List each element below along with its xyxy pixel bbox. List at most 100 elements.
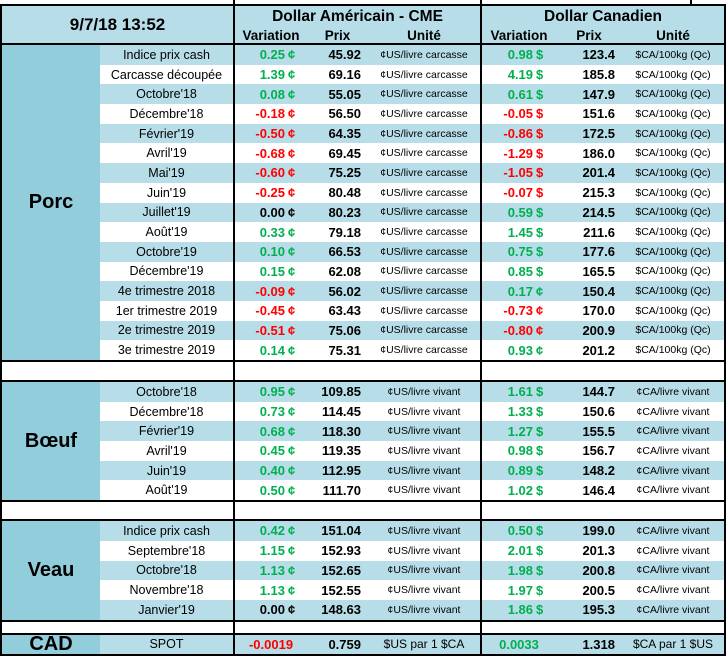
ca-unit: ¢CA/livre vivant	[622, 560, 724, 581]
section-label-cad: CAD	[2, 633, 100, 655]
ca-unit: $CA/100kg (Qc)	[622, 64, 724, 85]
us-variation-value: 1.39	[259, 67, 285, 83]
ca-variation-symbol: $	[536, 443, 544, 459]
ca-prix-column-header: Prix	[556, 27, 622, 43]
section-bœuf: Bœuf Octobre'18 0.95 ¢ 109.85 ¢US/livre vivan…	[2, 382, 724, 501]
ca-variation-symbol: $	[536, 543, 544, 559]
row-label: Octobre'18	[100, 560, 233, 581]
us-price: 151.04	[307, 521, 368, 541]
row-label: 1er trimestre 2019	[100, 300, 233, 321]
us-dollar-group-header: Dollar Américain - CME	[233, 6, 480, 27]
us-variation: 0.95 ¢	[233, 382, 307, 402]
us-unit: ¢US/livre carcasse	[368, 241, 480, 262]
us-variation-value: -0.45	[255, 303, 285, 319]
ca-variation-symbol: $	[536, 404, 544, 420]
ca-unit: $CA/100kg (Qc)	[622, 340, 724, 360]
ca-variation-symbol: ¢	[536, 342, 544, 358]
ca-variation: 0.50 $	[480, 521, 556, 541]
us-unit: ¢US/livre carcasse	[368, 202, 480, 223]
us-unit: ¢US/livre carcasse	[368, 300, 480, 321]
ca-unit: $CA/100kg (Qc)	[622, 143, 724, 164]
ca-unit: $CA par 1 $US	[622, 634, 724, 655]
separator-gridline	[480, 621, 482, 633]
ca-variation-value: -1.29	[503, 145, 533, 161]
ca-unit: ¢CA/livre vivant	[622, 460, 724, 481]
ca-variation-symbol: ¢	[536, 283, 544, 299]
us-variation-value: 0.68	[259, 423, 285, 439]
row-label: Octobre'19	[100, 241, 233, 262]
ca-variation-value: 0.98	[507, 47, 533, 63]
row-label: Mai'19	[100, 163, 233, 183]
us-variation-value: -0.0019	[248, 636, 294, 652]
us-variation-value: 0.14	[259, 342, 285, 358]
ca-variation: -1.05 $	[480, 163, 556, 183]
us-unit: ¢US/livre carcasse	[368, 123, 480, 144]
ca-price: 165.5	[556, 261, 622, 282]
ca-price: 1.318	[556, 634, 622, 655]
us-price: 112.95	[307, 460, 368, 481]
section-label-veau: Veau	[2, 521, 100, 620]
us-variation-value: -0.68	[255, 145, 285, 161]
ca-unit: $CA/100kg (Qc)	[622, 261, 724, 282]
ca-variation: -0.86 $	[480, 123, 556, 144]
ca-variation: -0.05 $	[480, 104, 556, 124]
ca-variation-value: 0.89	[507, 463, 533, 479]
ca-variation: 0.89 $	[480, 460, 556, 481]
ca-variation-value: -0.07	[503, 185, 533, 201]
ca-variation: 1.97 $	[480, 580, 556, 600]
ca-unit: ¢CA/livre vivant	[622, 441, 724, 461]
us-variation: 0.15 ¢	[233, 261, 307, 282]
ca-variation-value: -0.73	[503, 303, 533, 319]
us-variation: 0.14 ¢	[233, 340, 307, 360]
us-variation-value: 1.13	[259, 562, 285, 578]
ca-variation: 0.75 $	[480, 241, 556, 262]
ca-price: 172.5	[556, 123, 622, 144]
ca-unite-column-header: Unité	[622, 27, 724, 43]
ca-price: 150.6	[556, 401, 622, 422]
ca-price: 215.3	[556, 182, 622, 203]
us-variation: -0.51 ¢	[233, 320, 307, 341]
us-unit: ¢US/livre carcasse	[368, 64, 480, 85]
ca-unit: ¢CA/livre vivant	[622, 421, 724, 442]
ca-variation-value: 0.61	[507, 86, 533, 102]
ca-variation: 0.59 $	[480, 202, 556, 223]
us-variation: 0.00 ¢	[233, 599, 307, 620]
us-variation-symbol: ¢	[288, 86, 296, 102]
us-variation-value: 0.40	[259, 463, 285, 479]
us-variation-value: 0.00	[259, 602, 285, 618]
ca-variation: 1.33 $	[480, 401, 556, 422]
ca-variation: 1.61 $	[480, 382, 556, 402]
row-label: Juin'19	[100, 460, 233, 481]
us-variation-value: 0.95	[259, 384, 285, 400]
ca-price: 155.5	[556, 421, 622, 442]
us-variation-symbol: ¢	[288, 204, 296, 220]
ca-variation-symbol: $	[536, 86, 544, 102]
ca-dollar-group-header: Dollar Canadien	[480, 6, 724, 27]
section-veau: Veau Indice prix cash 0.42 ¢ 151.04 ¢US/livre…	[2, 521, 724, 620]
us-variation-symbol: ¢	[288, 126, 296, 142]
us-unit: ¢US/livre carcasse	[368, 104, 480, 124]
us-price: 80.48	[307, 182, 368, 203]
ca-variation-value: 0.59	[507, 204, 533, 220]
row-label: Juin'19	[100, 182, 233, 203]
ca-variation: 1.98 $	[480, 560, 556, 581]
us-price: 69.45	[307, 143, 368, 164]
row-label: Carcasse découpée	[100, 64, 233, 85]
ca-variation: 1.45 $	[480, 222, 556, 242]
us-variation-value: 0.50	[259, 482, 285, 498]
us-price: 118.30	[307, 421, 368, 442]
us-variation-value: -0.18	[255, 106, 285, 122]
us-unit: ¢US/livre carcasse	[368, 340, 480, 360]
ca-unit: $CA/100kg (Qc)	[622, 104, 724, 124]
us-variation-value: 0.42	[259, 523, 285, 539]
ca-variation: -0.80 ¢	[480, 320, 556, 341]
ca-unit: $CA/100kg (Qc)	[622, 45, 724, 65]
ca-price: 150.4	[556, 281, 622, 301]
row-label: Décembre'18	[100, 401, 233, 422]
us-variation-symbol: ¢	[288, 404, 296, 420]
ca-price: 185.8	[556, 64, 622, 85]
us-variation-symbol: ¢	[288, 244, 296, 260]
ca-variation-value: 0.98	[507, 443, 533, 459]
us-variation-symbol: ¢	[288, 322, 296, 338]
ca-variation: 4.19 $	[480, 64, 556, 85]
